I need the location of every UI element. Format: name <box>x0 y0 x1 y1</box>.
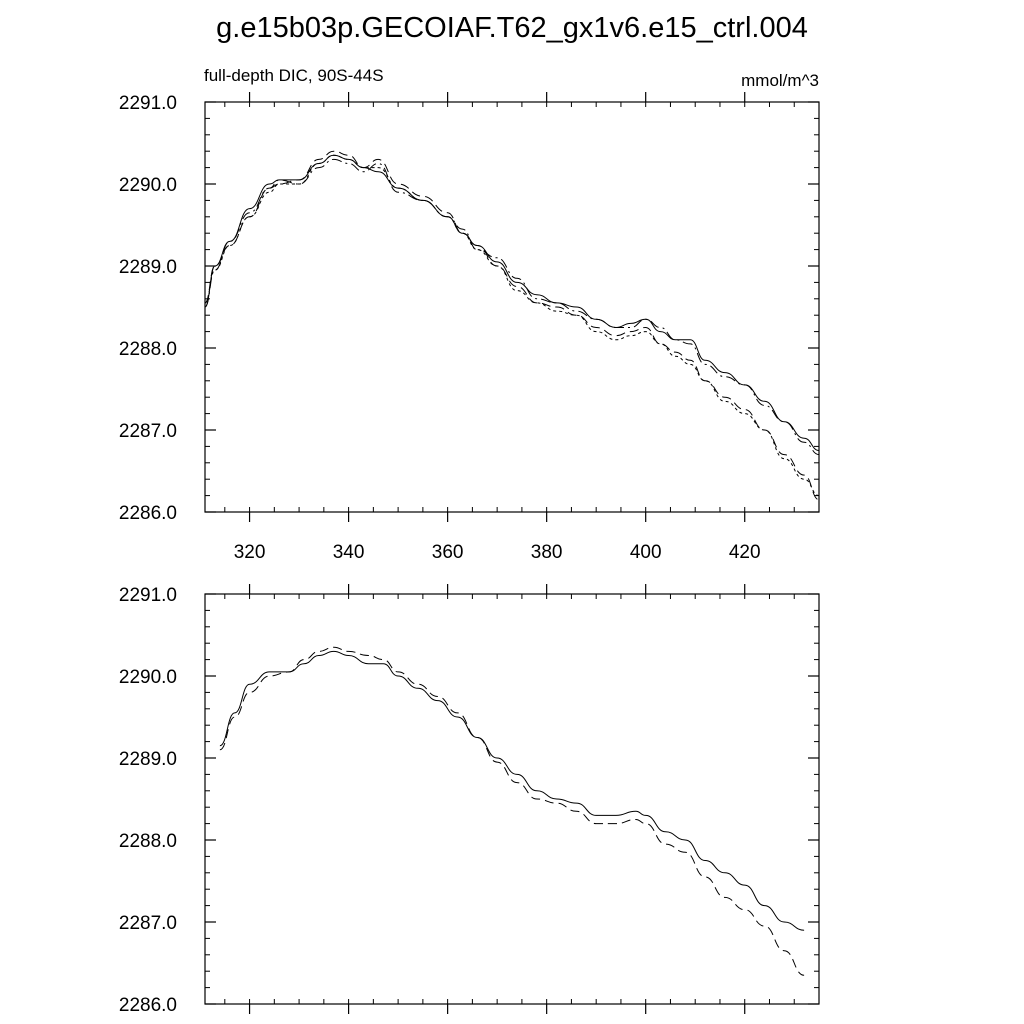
plot-frame <box>204 101 820 513</box>
series-line-solid <box>204 154 820 451</box>
x-tick-label: 320 <box>234 542 266 563</box>
y-tick-label: 2289.0 <box>119 257 177 278</box>
panel-units-label: mmol/m^3 <box>741 71 819 90</box>
y-tick-label: 2289.0 <box>119 749 177 770</box>
y-tick-label: 2290.0 <box>119 175 177 196</box>
panel-left-label: full-depth DIC, 90S-44S <box>204 66 384 85</box>
x-tick-label: 360 <box>432 542 464 563</box>
series-line-dotted <box>204 154 820 497</box>
y-tick-label: 2287.0 <box>119 421 177 442</box>
x-tick-label: 400 <box>630 542 662 563</box>
y-tick-label: 2286.0 <box>119 995 177 1016</box>
series-line-dashed <box>204 150 820 501</box>
bottom-panel: 2286.0 2287.0 2288.0 2289.0 2290.0 2291.0 <box>119 584 820 1016</box>
x-tick-label: 340 <box>333 542 365 563</box>
top-panel: 2286.0 2287.0 2288.0 2289.0 2290.0 2291.0 320 3… <box>119 92 820 563</box>
x-tick-label: 420 <box>729 542 761 563</box>
y-tick-label: 2288.0 <box>119 339 177 360</box>
plot-frame <box>204 593 820 1005</box>
y-tick-label: 2287.0 <box>119 913 177 934</box>
series-line-dashed <box>219 646 805 976</box>
y-tick-label: 2290.0 <box>119 667 177 688</box>
y-tick-label: 2288.0 <box>119 831 177 852</box>
series-line-solid <box>219 650 805 931</box>
y-tick-label: 2286.0 <box>119 503 177 524</box>
y-tick-label: 2291.0 <box>119 585 177 606</box>
series-line-dashdot <box>204 158 820 456</box>
x-tick-label: 380 <box>531 542 563 563</box>
chart-title: g.e15b03p.GECOIAF.T62_gx1v6.e15_ctrl.004 <box>216 12 808 44</box>
y-tick-label: 2291.0 <box>119 93 177 114</box>
